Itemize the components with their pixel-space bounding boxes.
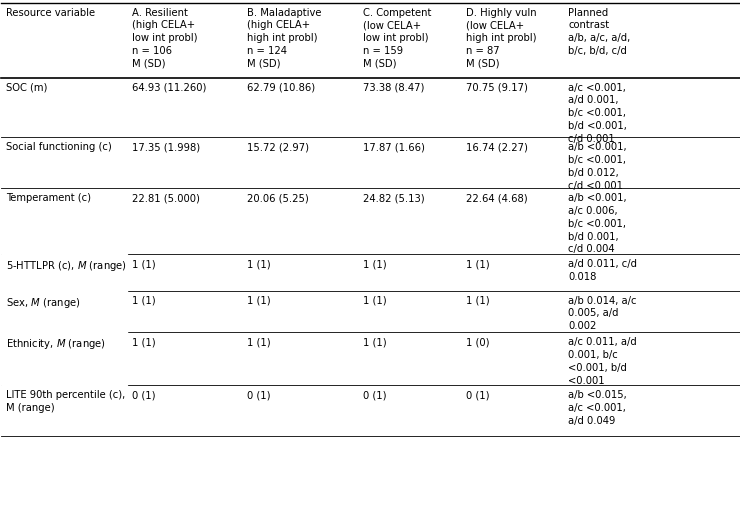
Text: a/b <0.001,
a/c 0.006,
b/c <0.001,
b/d 0.001,
c/d 0.004: a/b <0.001, a/c 0.006, b/c <0.001, b/d 0… <box>568 193 627 255</box>
Text: 5-HTTLPR (c), $M$ (range): 5-HTTLPR (c), $M$ (range) <box>6 259 127 273</box>
Bar <box>1 291 127 332</box>
Text: 22.64 (4.68): 22.64 (4.68) <box>466 193 528 203</box>
Text: SOC (m): SOC (m) <box>6 83 47 93</box>
Text: a/c 0.011, a/d
0.001, b/c
<0.001, b/d
<0.001: a/c 0.011, a/d 0.001, b/c <0.001, b/d <0… <box>568 337 637 385</box>
Text: 1 (1): 1 (1) <box>363 337 386 347</box>
Text: 62.79 (10.86): 62.79 (10.86) <box>247 83 315 93</box>
Text: 1 (0): 1 (0) <box>466 337 490 347</box>
Text: 17.87 (1.66): 17.87 (1.66) <box>363 142 425 153</box>
Text: 1 (1): 1 (1) <box>466 259 490 269</box>
Text: a/d 0.011, c/d
0.018: a/d 0.011, c/d 0.018 <box>568 259 637 282</box>
Text: a/c <0.001,
a/d 0.001,
b/c <0.001,
b/d <0.001,
c/d 0.001: a/c <0.001, a/d 0.001, b/c <0.001, b/d <… <box>568 83 628 144</box>
Text: 73.38 (8.47): 73.38 (8.47) <box>363 83 424 93</box>
Text: B. Maladaptive
(high CELA+
high int probl)
n = 124
M (SD): B. Maladaptive (high CELA+ high int prob… <box>247 8 322 69</box>
Text: 1 (1): 1 (1) <box>247 259 271 269</box>
Text: 24.82 (5.13): 24.82 (5.13) <box>363 193 424 203</box>
Text: 1 (1): 1 (1) <box>363 259 386 269</box>
Text: 1 (1): 1 (1) <box>132 259 155 269</box>
Text: 1 (1): 1 (1) <box>132 296 155 306</box>
Bar <box>1 254 127 291</box>
Text: A. Resilient
(high CELA+
low int probl)
n = 106
M (SD): A. Resilient (high CELA+ low int probl) … <box>132 8 198 69</box>
Text: 0 (1): 0 (1) <box>363 390 386 401</box>
Text: 17.35 (1.998): 17.35 (1.998) <box>132 142 200 153</box>
Text: 16.74 (2.27): 16.74 (2.27) <box>466 142 528 153</box>
Text: C. Competent
(low CELA+
low int probl)
n = 159
M (SD): C. Competent (low CELA+ low int probl) n… <box>363 8 431 69</box>
Text: 1 (1): 1 (1) <box>363 296 386 306</box>
Bar <box>1 332 127 385</box>
Text: LITE 90th percentile (c),
M (range): LITE 90th percentile (c), M (range) <box>6 390 125 413</box>
Text: 70.75 (9.17): 70.75 (9.17) <box>466 83 528 93</box>
Text: a/b <0.001,
b/c <0.001,
b/d 0.012,
c/d <0.001: a/b <0.001, b/c <0.001, b/d 0.012, c/d <… <box>568 142 627 191</box>
Text: Ethnicity, $M$ (range): Ethnicity, $M$ (range) <box>6 337 106 351</box>
Text: 22.81 (5.000): 22.81 (5.000) <box>132 193 200 203</box>
Text: 0 (1): 0 (1) <box>247 390 271 401</box>
Text: a/b 0.014, a/c
0.005, a/d
0.002: a/b 0.014, a/c 0.005, a/d 0.002 <box>568 296 637 331</box>
Text: 1 (1): 1 (1) <box>132 337 155 347</box>
Text: Sex, 𝑀 (range): Sex, 𝑀 (range) <box>6 296 76 306</box>
Text: 15.72 (2.97): 15.72 (2.97) <box>247 142 309 153</box>
Text: 0 (1): 0 (1) <box>132 390 155 401</box>
Text: 20.06 (5.25): 20.06 (5.25) <box>247 193 309 203</box>
Text: Planned
contrast
a/b, a/c, a/d,
b/c, b/d, c/d: Planned contrast a/b, a/c, a/d, b/c, b/d… <box>568 8 630 56</box>
Text: Sex, $M$ (range): Sex, $M$ (range) <box>6 296 81 310</box>
Text: 0 (1): 0 (1) <box>466 390 490 401</box>
Text: a/b <0.015,
a/c <0.001,
a/d 0.049: a/b <0.015, a/c <0.001, a/d 0.049 <box>568 390 627 426</box>
Text: 1 (1): 1 (1) <box>466 296 490 306</box>
Text: Ethnicity, 𝑀 (range): Ethnicity, 𝑀 (range) <box>6 337 102 347</box>
Text: D. Highly vuln
(low CELA+
high int probl)
n = 87
M (SD): D. Highly vuln (low CELA+ high int probl… <box>466 8 536 69</box>
Text: Resource variable: Resource variable <box>6 8 95 18</box>
Text: 64.93 (11.260): 64.93 (11.260) <box>132 83 206 93</box>
Text: Social functioning (c): Social functioning (c) <box>6 142 112 153</box>
Text: 1 (1): 1 (1) <box>247 296 271 306</box>
Text: 1 (1): 1 (1) <box>247 337 271 347</box>
Text: 5-HTTLPR (c), 𝑀 (range): 5-HTTLPR (c), 𝑀 (range) <box>6 259 122 269</box>
Text: Temperament (c): Temperament (c) <box>6 193 91 203</box>
